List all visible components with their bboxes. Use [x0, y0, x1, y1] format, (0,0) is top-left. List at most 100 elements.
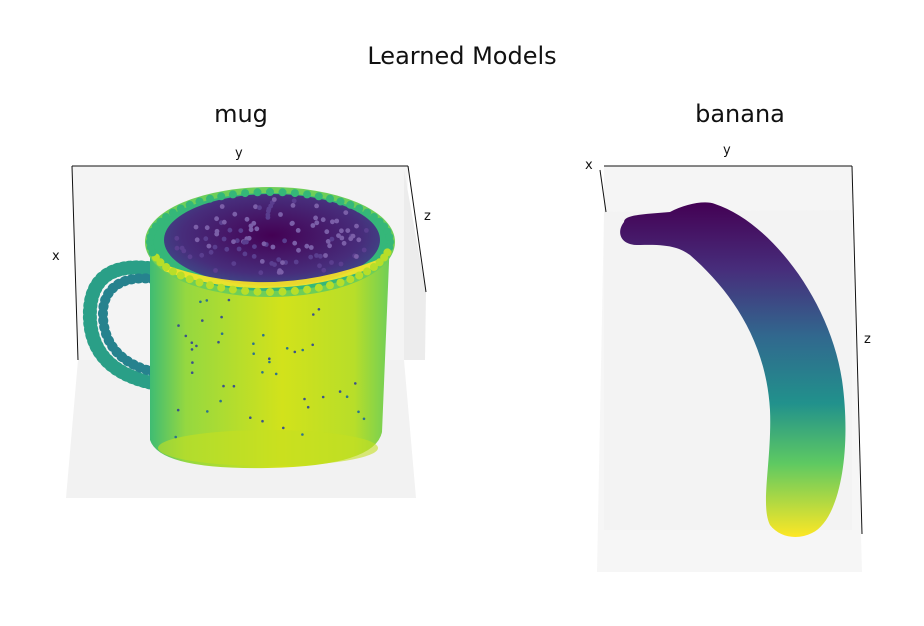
mug-interior-point: [324, 229, 330, 235]
mug-interior-point: [231, 261, 237, 266]
mug-interior-point: [232, 211, 238, 217]
mug-interior-point: [290, 220, 295, 226]
mug-interior-point: [269, 261, 275, 266]
banana-subplot-title: banana: [695, 100, 785, 128]
mug-interior-point: [354, 223, 359, 229]
mug-interior-point: [242, 251, 248, 257]
mug-interior-point: [253, 204, 258, 210]
mug-interior-point: [174, 235, 180, 241]
mug-body-point: [357, 410, 360, 414]
mug-body-point: [338, 390, 342, 393]
mug-body-point: [232, 384, 236, 388]
mug-interior-point: [282, 238, 287, 244]
mug-body-point: [174, 435, 177, 439]
mug-body-point: [345, 395, 349, 399]
mug-body-point: [301, 348, 305, 352]
mug-body-points: [145, 187, 395, 469]
mug-rim-point: [375, 258, 384, 267]
mug-body-point: [268, 357, 271, 361]
mug-interior-point: [238, 228, 244, 234]
mug-body-point: [285, 347, 289, 350]
mug-interior-point: [304, 243, 310, 249]
mug-interior-point: [334, 218, 340, 224]
mug-rim-point: [303, 190, 312, 199]
mug-body-point: [184, 334, 188, 338]
mug-body-point: [252, 352, 255, 356]
mug-interior-point: [254, 226, 260, 232]
mug-rim-point: [162, 213, 171, 221]
mug-interior-point: [313, 215, 318, 221]
mug-interior-point: [257, 205, 262, 211]
mug-interior-point: [194, 237, 200, 243]
mug-interior-point: [221, 219, 227, 225]
banana-z-axis-label: z: [864, 332, 871, 347]
mug-rim-point: [176, 204, 185, 213]
mug-body-point: [190, 341, 194, 345]
mug-interior-point: [214, 216, 220, 222]
mug-body-point: [317, 308, 321, 311]
mug-interior-point: [339, 235, 345, 241]
mug-body-point: [282, 426, 285, 430]
mug-rim-point: [278, 287, 287, 296]
mug-body-point: [274, 372, 278, 376]
mug-interior-point: [338, 261, 344, 267]
mug-interior-point: [199, 252, 205, 258]
mug-body-point: [303, 397, 306, 401]
mug-interior-point: [292, 240, 298, 246]
mug-rim-point: [363, 208, 372, 217]
mug-interior-point: [219, 204, 225, 209]
mug-rim-point: [185, 200, 194, 209]
mug-body-point: [293, 350, 297, 354]
mug-rim-point: [206, 281, 214, 290]
mug-interior-point: [204, 225, 210, 231]
banana-z-axis-line: [851, 165, 863, 535]
mug-interior-point: [231, 239, 236, 245]
mug-body-point: [261, 371, 264, 374]
mug-scatter-speckles: [146, 188, 394, 439]
mug-rim-point: [369, 263, 378, 271]
figure-title: Learned Models: [367, 42, 557, 70]
mug-z-axis-label: z: [424, 209, 431, 224]
mug-interior-point: [329, 260, 334, 265]
mug-interior-point: [259, 259, 265, 264]
mug-body-point: [206, 410, 209, 413]
mug-interior-point: [308, 254, 314, 260]
mug-rim-point: [217, 192, 226, 201]
mug-interior-point: [278, 269, 284, 275]
mug-interior-point: [336, 233, 341, 239]
banana-points: [620, 202, 846, 537]
mug-body-point: [227, 298, 231, 302]
mug-rim-point: [336, 278, 345, 287]
mug-interior-point: [325, 239, 331, 244]
mug-rim-point: [385, 232, 394, 241]
mug-interior-point: [193, 224, 199, 230]
mug-interior-point: [339, 228, 344, 234]
banana-x-axis-label: x: [585, 158, 593, 173]
mug-rim-point: [156, 217, 165, 226]
mug-interior-point: [206, 243, 212, 249]
mug-rim-point: [195, 278, 204, 287]
mug-interior-point: [318, 253, 323, 259]
mug-body-point: [321, 395, 325, 399]
mug-interior-point: [251, 254, 257, 259]
mug-interior-point: [348, 236, 354, 242]
mug-interior-point: [314, 253, 319, 258]
mug-rim-point: [303, 285, 312, 294]
mug-rim-point: [290, 286, 299, 295]
mug-rim-point: [253, 287, 262, 296]
mug-interior-point: [252, 244, 257, 250]
mug-handle-points: [82, 260, 172, 392]
mug-interior-point: [227, 227, 233, 233]
mug-x-axis-label: x: [52, 249, 60, 264]
mug-body-point: [220, 332, 224, 336]
mug-interior-point: [361, 247, 367, 253]
mug-interior-point: [323, 253, 328, 258]
mug-rim-point: [363, 267, 372, 276]
banana-x-axis-line: [599, 169, 607, 213]
mug-side-pane: [404, 170, 426, 360]
mug-body-point: [268, 360, 271, 364]
mug-interior-point: [314, 220, 320, 226]
mug-z-axis-line: [407, 165, 427, 293]
mug-rim-point: [355, 204, 364, 213]
